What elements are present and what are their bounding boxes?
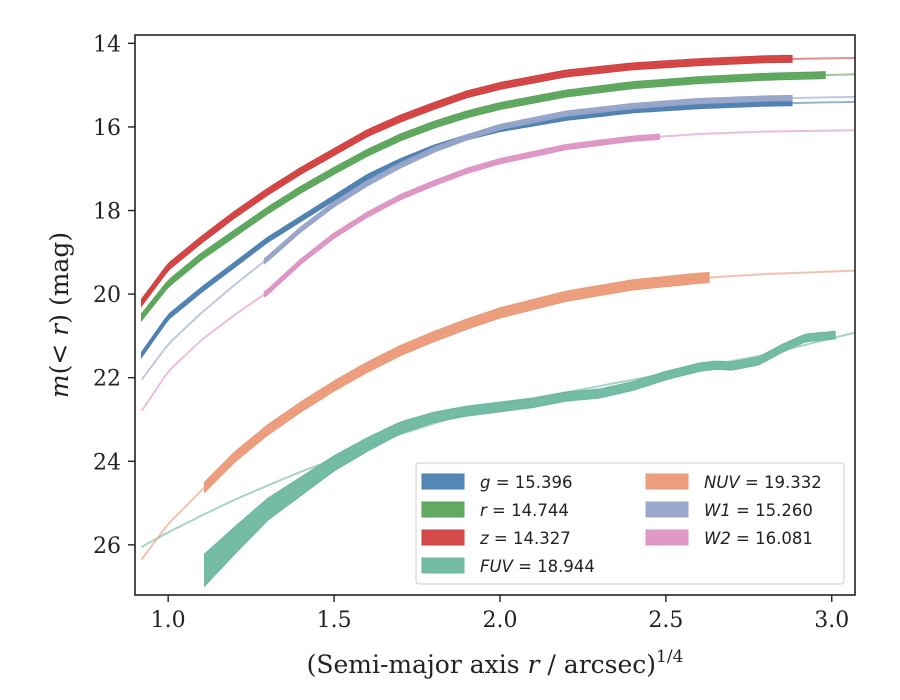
data-band-z (141, 54, 793, 308)
data-band-g (141, 99, 793, 360)
y-tick-label: 20 (93, 283, 121, 308)
model-line-r (140, 73, 855, 318)
plot-frame (134, 34, 856, 596)
y-tick-label: 26 (93, 534, 121, 559)
legend-entry-fuv: FUV = 18.944 (421, 557, 595, 576)
legend-label: W1 = 15.260 (704, 501, 813, 520)
model-line-w2 (140, 129, 855, 412)
y-tick-label: 14 (93, 32, 121, 57)
series-fuv (141, 330, 855, 588)
legend-swatch (421, 501, 465, 518)
legend-label: W2 = 16.081 (704, 529, 813, 548)
series-z (140, 54, 855, 308)
data-band-nuv (204, 271, 710, 494)
y-tick-label: 24 (93, 450, 121, 475)
data-band-r (141, 71, 826, 323)
x-axis-ticks: 1.0 1.5 2.0 2.5 3.0 (151, 595, 849, 633)
y-tick-label: 22 (93, 367, 121, 392)
x-tick-label: 2.5 (648, 608, 683, 633)
y-tick-label: 18 (93, 200, 121, 225)
x-tick-label: 2.0 (482, 608, 517, 633)
legend-entry-w1: W1 = 15.260 (645, 501, 813, 520)
legend-label: g = 15.396 (480, 473, 573, 492)
series-w1 (140, 94, 855, 381)
legend-swatch (421, 557, 465, 574)
legend-swatch (645, 473, 689, 490)
y-axis-ticks: 14 16 18 20 22 24 26 (93, 32, 135, 559)
legend-label: FUV = 18.944 (480, 557, 595, 576)
x-tick-label: 3.0 (814, 608, 849, 633)
legend-swatch (421, 529, 465, 546)
model-line-w1 (140, 95, 855, 381)
x-axis-label: (Semi-major axis r / arcsec)1/4 (307, 647, 684, 679)
series-layer (140, 54, 855, 588)
legend-label: NUV = 19.332 (704, 473, 822, 492)
series-w2 (140, 129, 855, 412)
legend-label: z = 14.327 (479, 529, 571, 548)
legend-label: r = 14.744 (480, 501, 569, 520)
legend-swatch (645, 529, 689, 546)
legend-entry-g: g = 15.396 (421, 473, 573, 492)
x-tick-label: 1.0 (151, 608, 186, 633)
legend-entry-w2: W2 = 16.081 (645, 529, 813, 548)
model-line-z (140, 56, 855, 304)
legend-box (415, 462, 845, 585)
y-axis-label: m(< r) (mag) (45, 232, 74, 398)
data-band-w2 (263, 133, 660, 298)
legend-swatch (421, 473, 465, 490)
data-band-fuv (204, 330, 836, 588)
x-tick-label: 1.5 (317, 608, 352, 633)
series-r (140, 71, 855, 323)
legend-entry-nuv: NUV = 19.332 (645, 473, 822, 492)
legend: g = 15.396 r = 14.744 z = 14.327 FUV = 18.9… (415, 462, 845, 585)
legend-entry-r: r = 14.744 (421, 501, 569, 520)
legend-swatch (645, 501, 689, 518)
data-band-w1 (263, 94, 793, 265)
series-nuv (140, 269, 855, 561)
y-tick-label: 16 (93, 116, 121, 141)
legend-entry-z: z = 14.327 (421, 529, 571, 548)
